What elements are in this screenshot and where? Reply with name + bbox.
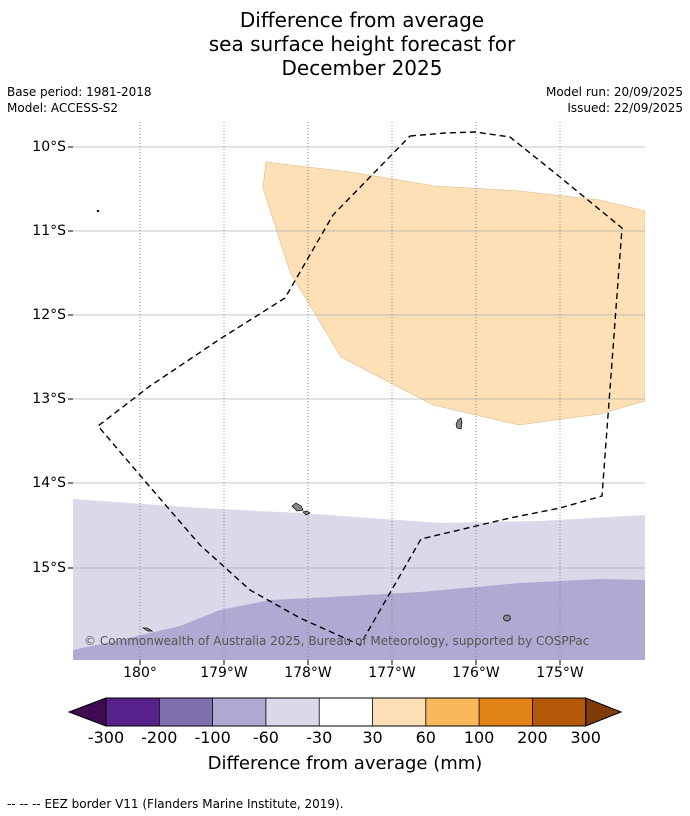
latitude-ticks <box>68 146 73 569</box>
lon-label-178w: 178°W <box>284 665 332 681</box>
island-west-2 <box>302 510 311 516</box>
copyright-notice: © Commonwealth of Australia 2025, Bureau… <box>84 634 590 648</box>
colorbar-tick-5: -30 <box>306 728 333 747</box>
colorbar-tick-7: 60 <box>415 728 436 747</box>
meta-right: Model run: 20/09/2025 Issued: 22/09/2025 <box>546 84 683 116</box>
lat-label-10s: 10°S <box>32 139 66 155</box>
chart-title: Difference from average sea surface heig… <box>0 8 690 80</box>
colorbar-cell-8 <box>479 698 533 726</box>
longitude-ticks <box>139 660 561 665</box>
title-line-1: Difference from average <box>239 8 485 32</box>
lon-label-175w: 175°W <box>536 665 584 681</box>
colorbar-tick-3: -100 <box>194 728 231 747</box>
title-line-3: December 2025 <box>281 56 443 80</box>
issued-date: Issued: 22/09/2025 <box>567 101 683 115</box>
colorbar-cell-9 <box>532 698 586 726</box>
colorbar-cell-5 <box>319 698 373 726</box>
model-run: Model run: 20/09/2025 <box>545 85 683 99</box>
colorbar-cell-1 <box>106 698 160 726</box>
colorbar <box>67 697 623 727</box>
island-south-east <box>503 614 511 622</box>
map-area <box>73 122 645 660</box>
colorbar-tick-6: 30 <box>362 728 383 747</box>
island-south-west <box>141 627 154 632</box>
lon-label-177w: 177°W <box>368 665 416 681</box>
colorbar-cell-2 <box>159 698 213 726</box>
colorbar-cell-3 <box>212 698 266 726</box>
latitude-gridlines <box>73 146 645 569</box>
colorbar-cell-6 <box>372 698 426 726</box>
colorbar-tick-8: 100 <box>463 728 495 747</box>
lon-label-180: 180° <box>123 665 157 681</box>
base-period: Base period: 1981-2018 <box>7 85 152 99</box>
lat-label-12s: 12°S <box>32 307 66 323</box>
colorbar-cell-4 <box>265 698 320 726</box>
lon-label-176w: 176°W <box>452 665 500 681</box>
colorbar-title: Difference from average (mm) <box>207 753 483 774</box>
island-west-1 <box>291 502 304 512</box>
title-line-2: sea surface height forecast for <box>208 32 516 56</box>
colorbar-dividers <box>158 698 533 726</box>
colorbar-tick-1: -300 <box>87 728 125 747</box>
eez-legend-symbol: -- -- -- <box>7 797 41 811</box>
meta-left: Base period: 1981-2018 Model: ACCESS-S2 <box>7 84 152 116</box>
lat-label-15s: 15°S <box>32 560 66 576</box>
colorbar-arrow-left <box>67 697 107 727</box>
islands <box>96 209 511 632</box>
lat-label-14s: 14°S <box>32 475 66 491</box>
legend: -- -- -- EEZ border V11 (Flanders Marine… <box>7 796 344 812</box>
colorbar-frame <box>105 697 587 727</box>
eez-border <box>96 131 623 646</box>
lat-label-13s: 13°S <box>32 391 66 407</box>
colorbar-tick-2: -200 <box>141 728 178 747</box>
colorbar-cell-7 <box>425 698 480 726</box>
lon-label-179w: 179°W <box>200 665 248 681</box>
colorbar-tick-9: 200 <box>517 728 548 747</box>
island-dot <box>96 209 100 213</box>
eez-legend-text: EEZ border V11 (Flanders Marine Institut… <box>44 797 344 811</box>
colorbar-tick-4: -60 <box>252 728 279 747</box>
anomaly-region-neg100-neg60 <box>73 579 645 660</box>
anomaly-region-30-60 <box>262 161 645 426</box>
colorbar-tick-10: 300 <box>570 728 601 747</box>
island-north <box>455 417 463 430</box>
model-name: Model: ACCESS-S2 <box>7 101 119 115</box>
colorbar-arrow-right <box>585 697 623 727</box>
lat-label-11s: 11°S <box>32 223 66 239</box>
